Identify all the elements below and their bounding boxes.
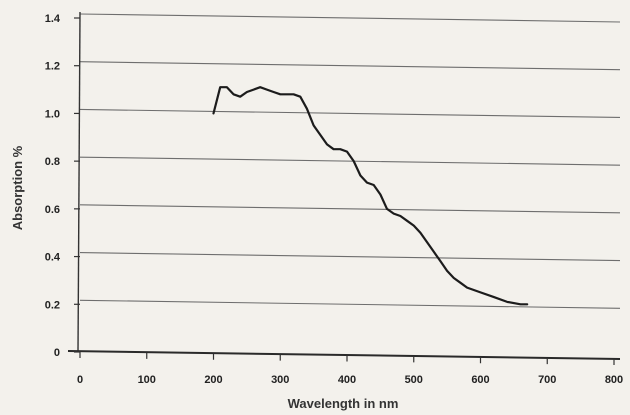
x-tick-label: 400 xyxy=(338,374,356,386)
gridline-1.2 xyxy=(79,61,621,71)
x-tick-label: 0 xyxy=(77,374,83,386)
y-axis-label: Absorption % xyxy=(10,145,25,230)
y-tick-label: 1.4 xyxy=(45,13,61,25)
grid-lines xyxy=(79,13,621,309)
axes xyxy=(67,11,621,365)
y-tick-label: 0.2 xyxy=(45,299,60,311)
y-axis-line xyxy=(77,11,81,353)
gridline-0.2 xyxy=(79,299,621,309)
y-tick-label: 0.8 xyxy=(45,156,60,168)
y-tick-label: 0.6 xyxy=(45,204,60,216)
y-tick-label: 0 xyxy=(54,347,60,359)
x-tick-label: 100 xyxy=(138,374,156,386)
gridline-1.4 xyxy=(79,13,621,23)
x-tick-label: 200 xyxy=(204,374,222,386)
gridline-0.4 xyxy=(79,252,621,262)
gridline-0.8 xyxy=(79,156,621,166)
y-tick-label: 0.4 xyxy=(45,252,61,264)
y-tick-label: 1.2 xyxy=(45,61,60,73)
tick-labels: 0 0.2 0.4 0.6 0.8 1.0 1.2 1.4 0 100 200 300 400 500 60… xyxy=(45,13,623,386)
x-tick-label: 500 xyxy=(405,374,423,386)
gridline-1.0 xyxy=(79,108,621,118)
x-tick-label: 600 xyxy=(471,374,489,386)
absorption-series-line xyxy=(212,86,529,306)
x-tick-label: 700 xyxy=(538,374,556,386)
x-axis-label: Wavelength in nm xyxy=(288,396,399,411)
x-tick-label: 800 xyxy=(605,374,623,386)
y-tick-label: 1.0 xyxy=(45,108,60,120)
x-tick-label: 300 xyxy=(271,374,289,386)
x-axis-line xyxy=(67,350,621,360)
gridline-0.6 xyxy=(79,204,621,214)
series xyxy=(212,86,529,306)
